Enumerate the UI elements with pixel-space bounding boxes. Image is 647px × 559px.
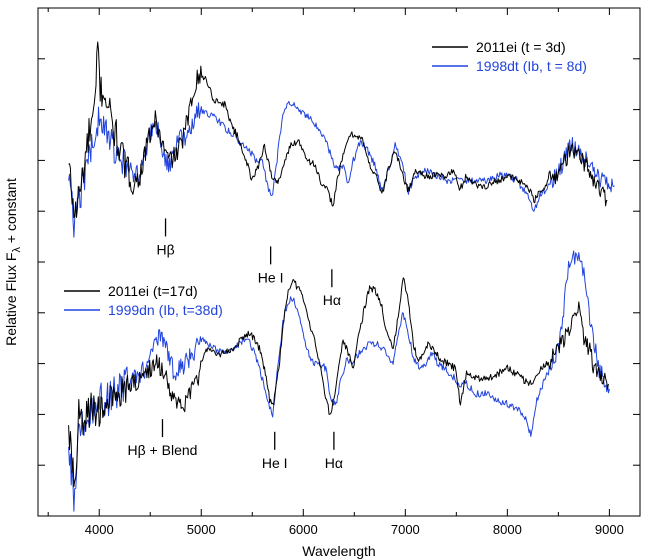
x-tick-label: 7000 bbox=[391, 522, 420, 537]
y-axis-label-subscript: λ bbox=[11, 247, 23, 253]
annotation-label: He I bbox=[258, 269, 284, 285]
legend-label: 1999dn (Ib, t=38d) bbox=[108, 302, 223, 318]
series-line-1-0 bbox=[68, 277, 609, 488]
y-axis-label-main: Relative Flux F bbox=[3, 253, 19, 346]
series-line-0-0 bbox=[68, 41, 608, 219]
x-tick-labels: 4000 5000 6000 7000 8000 9000 bbox=[85, 522, 624, 537]
annotation-label: He I bbox=[262, 455, 288, 471]
legend-label: 1998dt (Ib, t = 8d) bbox=[476, 58, 587, 74]
annotation-label: Hβ bbox=[156, 241, 174, 257]
x-tick-label: 6000 bbox=[289, 522, 318, 537]
x-tick-label: 9000 bbox=[595, 522, 624, 537]
series-line-1-1 bbox=[68, 250, 610, 512]
y-axis-label-tail: + constant bbox=[3, 178, 19, 247]
axis-ticks bbox=[38, 8, 640, 516]
legends: 2011ei (t = 3d) 1998dt (Ib, t = 8d) 2011ei… bbox=[64, 39, 587, 318]
series-line-0-1 bbox=[68, 100, 615, 238]
annotation-label: Hα bbox=[325, 455, 343, 471]
x-axis-label: Wavelength bbox=[302, 543, 375, 559]
annotation-label: Hα bbox=[323, 292, 341, 308]
legend-label: 2011ei (t = 3d) bbox=[476, 39, 566, 55]
line-annotations: Hβ He I Hα Hβ + Blend He I Hα bbox=[128, 218, 343, 471]
x-tick-label: 8000 bbox=[493, 522, 522, 537]
x-tick-label: 4000 bbox=[85, 522, 114, 537]
y-axis-label: Relative Flux Fλ + constant bbox=[3, 178, 23, 346]
annotation-label: Hβ + Blend bbox=[128, 442, 198, 458]
plot-frame bbox=[37, 7, 641, 517]
legend-label: 2011ei (t=17d) bbox=[108, 283, 198, 299]
x-tick-label: 5000 bbox=[187, 522, 216, 537]
series-lines bbox=[68, 41, 615, 512]
